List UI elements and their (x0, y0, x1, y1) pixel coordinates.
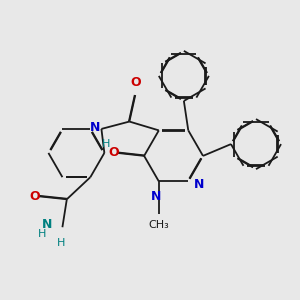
Text: O: O (130, 76, 141, 89)
Text: H: H (102, 139, 110, 149)
Text: H: H (57, 238, 65, 248)
Text: N: N (151, 190, 161, 202)
Text: O: O (29, 190, 40, 203)
Text: N: N (42, 218, 52, 231)
Text: N: N (194, 178, 204, 191)
Text: O: O (108, 146, 119, 159)
Text: H: H (38, 229, 46, 239)
Text: CH₃: CH₃ (148, 220, 169, 230)
Text: N: N (90, 121, 100, 134)
